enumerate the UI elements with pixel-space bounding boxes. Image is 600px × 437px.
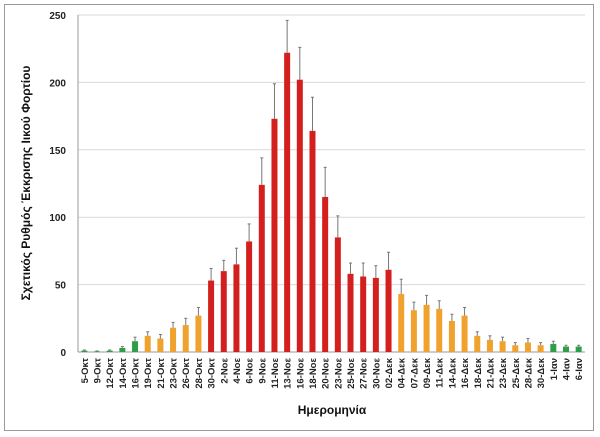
y-tick-label: 0 [60, 348, 66, 359]
x-tick-label: 16-Οκτ [131, 357, 142, 388]
bar [436, 308, 443, 352]
bar [81, 350, 88, 352]
bar [372, 277, 379, 352]
bar [182, 325, 189, 352]
x-tick-label: 18-Δεκ [473, 357, 484, 388]
bar [144, 335, 151, 352]
x-tick-label: 04-Δεκ [397, 357, 408, 388]
bar [461, 315, 468, 352]
x-tick-label: 30-Δεκ [536, 357, 547, 388]
bar [220, 271, 227, 352]
bar [94, 351, 101, 352]
x-tick-label: 11-Δεκ [435, 357, 446, 388]
x-tick-label: 12-Οκτ [105, 357, 116, 388]
bar [360, 276, 367, 352]
bar [119, 347, 126, 352]
bar [410, 310, 417, 352]
x-tick-label: 23-Οκτ [169, 357, 180, 388]
x-tick-label: 09-Δεκ [422, 357, 433, 388]
x-tick-label: 6-Νοε [245, 358, 256, 384]
bar [132, 341, 139, 352]
bar [550, 343, 557, 352]
bar [499, 341, 506, 352]
y-tick-label: 150 [49, 146, 66, 157]
bar [474, 335, 481, 352]
x-tick-label: 30-Νοε [371, 358, 382, 389]
x-tick-label: 9-Οκτ [93, 357, 104, 383]
bar [309, 130, 316, 352]
chart-frame [4, 4, 594, 431]
x-tick-label: 20-Νοε [321, 358, 332, 389]
x-tick-label: 27-Νοε [359, 358, 370, 389]
bar [448, 320, 455, 352]
y-tick-label: 50 [55, 281, 67, 292]
bar [258, 184, 265, 352]
y-tick-label: 200 [49, 78, 66, 89]
bar [562, 346, 569, 352]
bar [157, 338, 164, 352]
x-tick-label: 25-Νοε [346, 358, 357, 389]
x-tick-label: 25-Δεκ [511, 357, 522, 388]
x-tick-label: 19-Οκτ [143, 357, 154, 388]
x-tick-label: 14-Οκτ [118, 357, 129, 388]
x-tick-label: 4-Νοε [232, 358, 243, 384]
x-tick-label: 4-Ιαν [561, 358, 572, 380]
bar [170, 327, 177, 352]
x-tick-label: 11-Νοε [270, 358, 281, 389]
x-tick-label: 07-Δεκ [409, 357, 420, 388]
bar [334, 237, 341, 352]
x-tick-label: 21-Οκτ [156, 357, 167, 388]
bar [537, 345, 544, 352]
x-tick-label: 23-Δεκ [498, 357, 509, 388]
x-tick-label: 23-Νοε [333, 358, 344, 389]
x-tick-label: 21-Δεκ [485, 357, 496, 388]
y-tick-label: 100 [49, 213, 66, 224]
x-tick-label: 26-Οκτ [181, 357, 192, 388]
x-tick-label: 18-Νοε [308, 358, 319, 389]
bar [524, 342, 531, 352]
bar [195, 315, 202, 352]
bar [246, 241, 253, 352]
bar [423, 304, 430, 352]
bar [106, 350, 113, 352]
bar [284, 52, 291, 353]
x-tick-label: 2-Νοε [219, 358, 230, 384]
bar [271, 118, 278, 353]
y-axis-label: Σχετικός Ρυθμός Έκκρισης Ιικού Φορτίου [19, 66, 33, 301]
x-tick-label: 30-Οκτ [207, 357, 218, 388]
x-tick-label: 13-Νοε [283, 358, 294, 389]
y-tick-label: 250 [49, 11, 66, 22]
x-tick-label: 9-Νοε [257, 358, 268, 384]
x-tick-label: 6-Ιαν [574, 358, 585, 380]
bar [208, 280, 215, 352]
bar [347, 273, 354, 352]
x-tick-label: 28-Δεκ [523, 357, 534, 388]
x-tick-label: 14-Δεκ [447, 357, 458, 388]
bar [233, 264, 240, 352]
x-tick-label: 16-Δεκ [460, 357, 471, 388]
bar [322, 196, 329, 352]
bar [398, 294, 405, 352]
bar [486, 339, 493, 352]
x-axis-label: Ημερομηνία [298, 403, 367, 417]
bar [512, 345, 519, 352]
x-tick-label: 02-Δεκ [384, 357, 395, 388]
x-tick-label: 28-Οκτ [194, 357, 205, 388]
bar [385, 269, 392, 352]
x-tick-label: 1-Ιαν [549, 358, 560, 380]
x-tick-label: 16-Νοε [295, 358, 306, 389]
x-tick-label: 5-Οκτ [80, 357, 91, 383]
bar [575, 346, 582, 352]
bar [296, 79, 303, 352]
